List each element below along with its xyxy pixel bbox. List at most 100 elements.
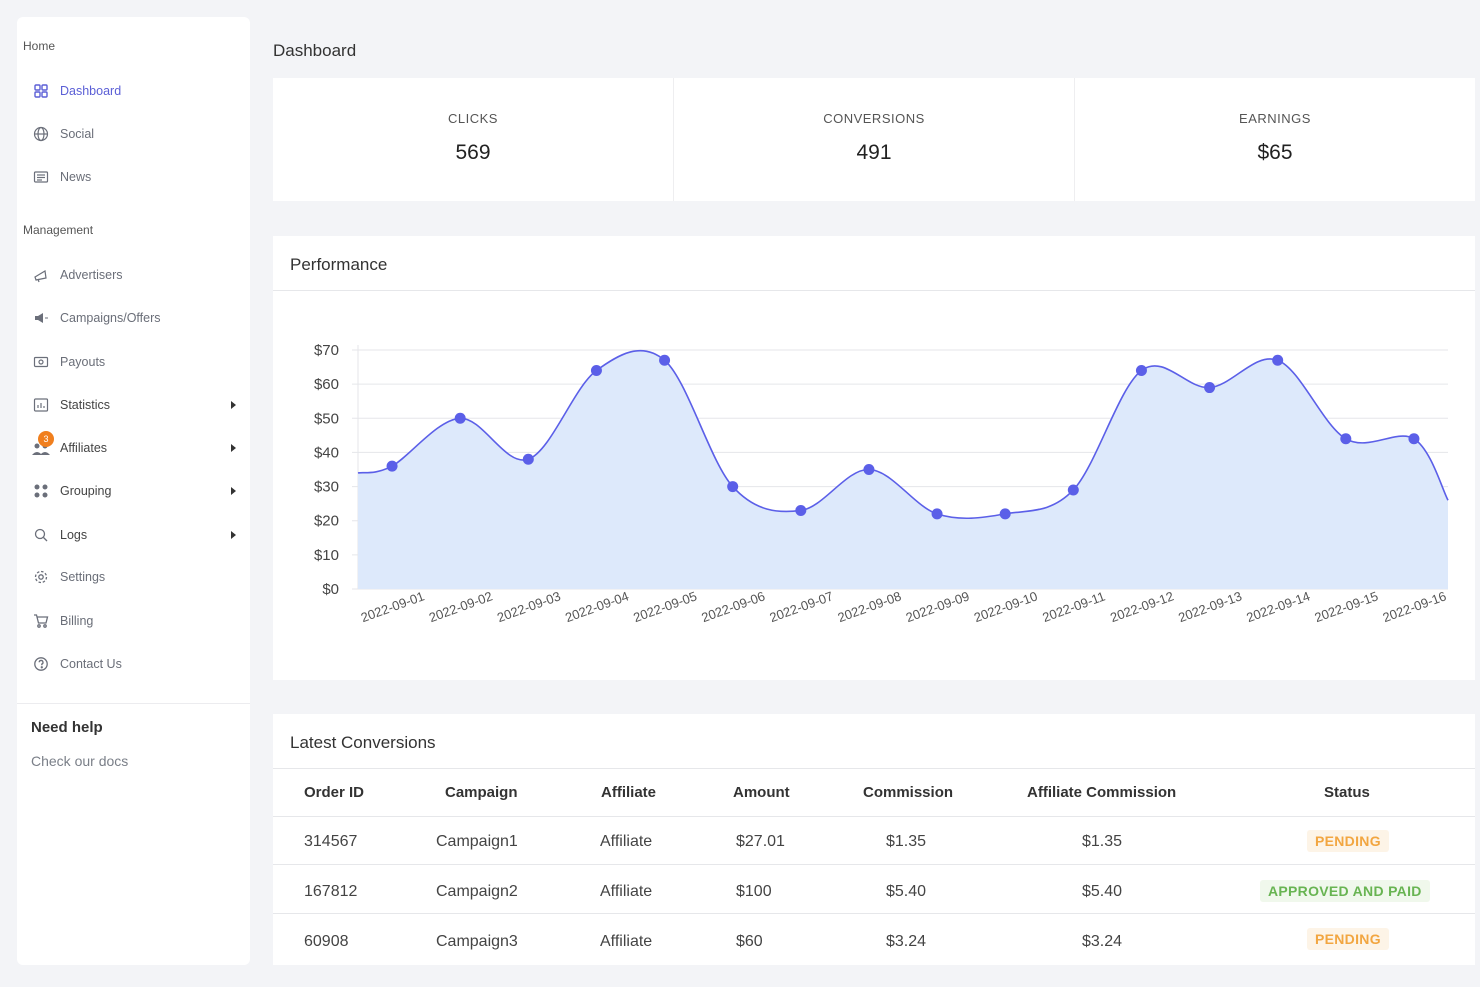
users-icon: 3 <box>31 431 54 458</box>
conversions-card: Latest Conversions Order ID Campaign Aff… <box>273 714 1475 965</box>
col-header-order-id[interactable]: Order ID <box>304 784 365 801</box>
data-point <box>999 508 1011 520</box>
sidebar-item-label: Grouping <box>60 484 112 498</box>
status-badge: APPROVED AND PAID <box>1260 880 1430 902</box>
cell-affiliate: Affiliate <box>600 883 653 900</box>
newspaper-icon <box>31 167 51 187</box>
help-title: Need help <box>31 719 103 736</box>
stat-label: EARNINGS <box>1239 111 1311 126</box>
cell-order-id: 60908 <box>304 933 349 950</box>
cell-affiliate: Affiliate <box>600 833 653 850</box>
y-tick-label: $70 <box>314 342 339 359</box>
performance-title: Performance <box>290 255 388 274</box>
gear-icon <box>31 567 51 587</box>
cell-campaign: Campaign2 <box>436 883 518 900</box>
x-tick-label: 2022-09-01 <box>359 588 427 625</box>
performance-card: Performance $0 $10 $20 $30 $40 $50 $60 $70 2022-… <box>273 236 1475 680</box>
data-point <box>386 460 398 472</box>
data-point <box>795 504 807 516</box>
megaphone-icon <box>31 265 51 285</box>
stat-clicks: CLICKS 569 <box>273 78 674 201</box>
sidebar-item-advertisers[interactable]: Advertisers <box>31 263 236 287</box>
cell-commission: $5.40 <box>886 883 927 900</box>
data-point <box>1067 484 1079 496</box>
data-point <box>659 354 671 366</box>
stat-value: 491 <box>856 141 892 164</box>
sidebar-item-grouping[interactable]: Grouping <box>31 479 236 503</box>
sidebar-item-dashboard[interactable]: Dashboard <box>31 79 236 103</box>
y-tick-label: $40 <box>314 444 339 461</box>
x-tick-label: 2022-09-14 <box>1244 588 1312 625</box>
chart-icon <box>31 395 51 415</box>
col-header-amount[interactable]: Amount <box>733 784 790 801</box>
x-tick-label: 2022-09-15 <box>1312 588 1380 625</box>
sidebar-item-label: Payouts <box>60 355 106 369</box>
status-badge: PENDING <box>1307 928 1389 950</box>
cell-affiliate-commission: $5.40 <box>1082 883 1123 900</box>
cell-campaign: Campaign1 <box>436 833 518 850</box>
x-tick-label: 2022-09-07 <box>767 588 835 625</box>
data-point <box>931 508 943 520</box>
card-divider <box>273 290 1475 291</box>
col-header-affiliate[interactable]: Affiliate <box>601 784 657 801</box>
x-tick-label: 2022-09-06 <box>699 588 767 625</box>
col-header-affiliate-commission[interactable]: Affiliate Commission <box>1027 784 1177 801</box>
cell-commission: $1.35 <box>886 833 927 850</box>
col-header-campaign[interactable]: Campaign <box>445 784 518 801</box>
sidebar-divider <box>17 703 250 704</box>
docs-link[interactable]: Check our docs <box>31 753 129 769</box>
x-tick-label: 2022-09-08 <box>836 588 904 625</box>
section-title-management: Management <box>23 223 94 237</box>
chevron-right-icon <box>231 444 236 452</box>
y-tick-label: $60 <box>314 376 339 393</box>
sidebar-item-label: Billing <box>60 614 94 628</box>
sidebar-item-label: News <box>60 170 92 184</box>
y-tick-label: $30 <box>314 479 339 496</box>
stat-value: 569 <box>455 141 491 164</box>
sidebar-item-contact-us[interactable]: Contact Us <box>31 652 236 676</box>
sidebar-item-logs[interactable]: Logs <box>31 523 236 547</box>
x-tick-label: 2022-09-12 <box>1108 588 1176 625</box>
sidebar-item-affiliates[interactable]: 3 Affiliates <box>31 431 236 460</box>
x-tick-label: 2022-09-03 <box>495 588 563 625</box>
data-point <box>1408 433 1420 445</box>
sidebar-item-social[interactable]: Social <box>31 122 236 146</box>
cell-amount: $60 <box>736 933 763 950</box>
cell-amount: $100 <box>736 883 772 900</box>
money-icon <box>31 352 51 372</box>
section-title-home: Home <box>23 39 56 53</box>
bullhorn-icon <box>31 308 51 328</box>
sidebar: Home Dashboard Social News Management Ad… <box>17 17 250 965</box>
y-tick-label: $50 <box>314 410 339 427</box>
sidebar-item-payouts[interactable]: Payouts <box>31 350 236 374</box>
sidebar-item-settings[interactable]: Settings <box>31 565 236 589</box>
sidebar-item-label: Logs <box>60 528 88 542</box>
x-tick-label: 2022-09-02 <box>427 588 495 625</box>
data-point <box>1204 382 1216 394</box>
conversions-title: Latest Conversions <box>290 733 436 752</box>
x-tick-label: 2022-09-05 <box>631 588 699 625</box>
stat-conversions: CONVERSIONS 491 <box>674 78 1075 201</box>
sidebar-item-label: Social <box>60 127 95 141</box>
chevron-right-icon <box>231 487 236 495</box>
col-header-commission[interactable]: Commission <box>863 784 954 801</box>
chevron-right-icon <box>231 531 236 539</box>
data-point <box>1135 364 1147 376</box>
col-header-status[interactable]: Status <box>1324 784 1370 801</box>
x-tick-label: 2022-09-10 <box>972 588 1040 625</box>
area-fill <box>358 350 1448 589</box>
search-icon <box>31 525 51 545</box>
sidebar-item-news[interactable]: News <box>31 165 236 189</box>
stat-earnings: EARNINGS $65 <box>1075 78 1475 201</box>
stat-label: CONVERSIONS <box>823 111 925 126</box>
data-point <box>454 412 466 424</box>
sidebar-item-label: Statistics <box>60 398 111 412</box>
sidebar-item-campaigns[interactable]: Campaigns/Offers <box>31 306 236 330</box>
sidebar-item-statistics[interactable]: Statistics <box>31 393 236 417</box>
sidebar-item-billing[interactable]: Billing <box>31 609 236 633</box>
chevron-right-icon <box>231 401 236 409</box>
y-tick-label: $20 <box>314 513 339 530</box>
stat-label: CLICKS <box>448 111 498 126</box>
stat-value: $65 <box>1257 141 1293 164</box>
